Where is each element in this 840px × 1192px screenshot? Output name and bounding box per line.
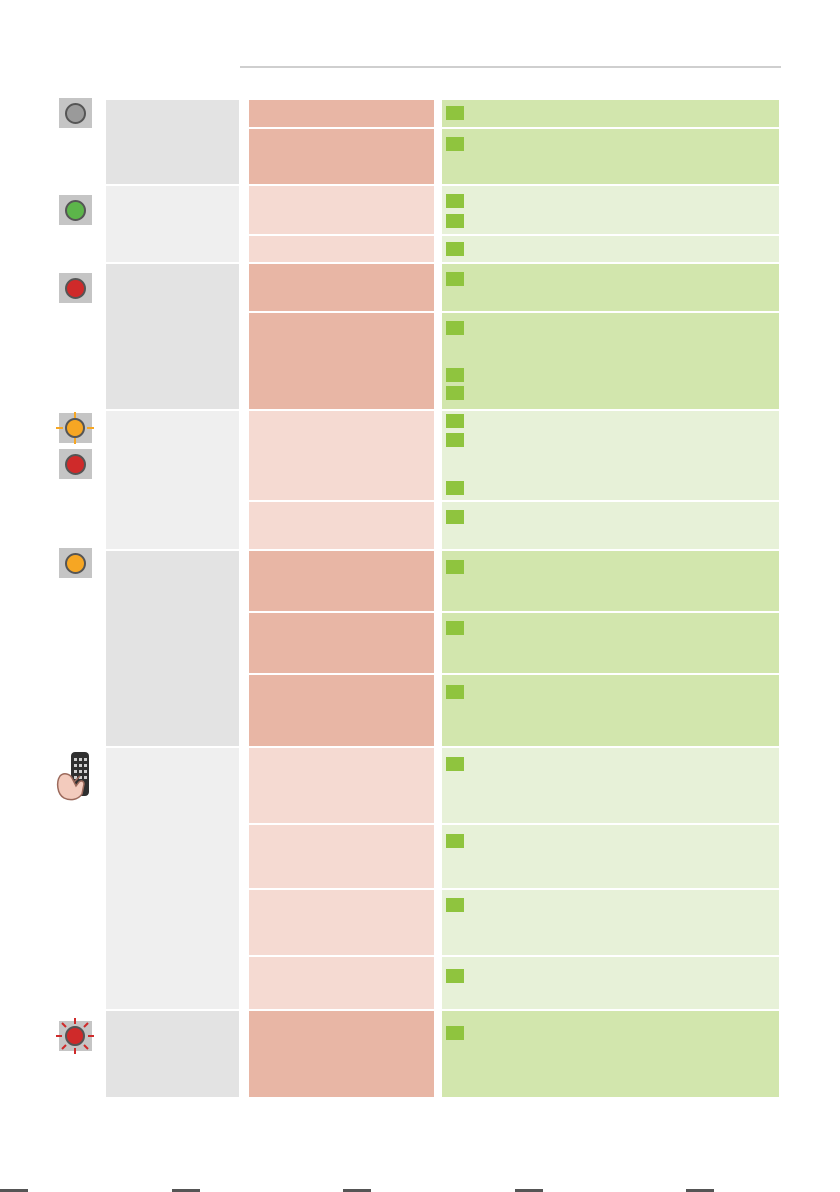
group-cell-3 [106, 264, 239, 409]
led-grey-icon [59, 98, 92, 128]
remedy-cell [442, 748, 779, 823]
remedy-cell [442, 264, 779, 311]
check-square-icon [446, 560, 464, 574]
check-square-icon [446, 272, 464, 286]
check-square-icon [446, 481, 464, 495]
led-red-icon [59, 449, 92, 479]
remedy-cell [442, 890, 779, 955]
cause-cell [249, 613, 434, 673]
cause-cell [249, 551, 434, 611]
cause-cell [249, 313, 434, 409]
cause-cell [249, 825, 434, 888]
remedy-cell [442, 613, 779, 673]
check-square-icon [446, 757, 464, 771]
check-square-icon [446, 214, 464, 228]
remedy-cell [442, 551, 779, 611]
group-cell-1 [106, 100, 239, 184]
check-square-icon [446, 106, 464, 120]
remedy-cell [442, 186, 779, 234]
check-square-icon [446, 368, 464, 382]
crop-mark [172, 1189, 200, 1192]
group-cell-7 [106, 1011, 239, 1097]
check-square-icon [446, 510, 464, 524]
cause-cell [249, 502, 434, 549]
led-orange-blinking-icon [56, 412, 94, 444]
check-square-icon [446, 242, 464, 256]
cause-cell [249, 129, 434, 184]
cause-cell [249, 186, 434, 234]
remedy-cell [442, 236, 779, 262]
led-red-blinking-icon [56, 1018, 94, 1054]
check-square-icon [446, 137, 464, 151]
check-square-icon [446, 321, 464, 335]
cause-cell [249, 675, 434, 746]
cause-cell [249, 1011, 434, 1097]
remote-control-hand-icon [56, 752, 89, 801]
group-cell-2 [106, 186, 239, 262]
cause-cell [249, 890, 434, 955]
remedy-cell [442, 100, 779, 127]
group-cell-6 [106, 748, 239, 1009]
check-square-icon [446, 1026, 464, 1040]
crop-mark [686, 1189, 714, 1192]
crop-mark [515, 1189, 543, 1192]
cause-cell [249, 100, 434, 127]
cause-cell [249, 411, 434, 500]
cause-cell [249, 748, 434, 823]
remedy-cell [442, 825, 779, 888]
remedy-cell [442, 411, 779, 500]
group-cell-5 [106, 551, 239, 746]
crop-mark [0, 1189, 28, 1192]
cause-cell [249, 264, 434, 311]
remedy-cell [442, 957, 779, 1009]
check-square-icon [446, 194, 464, 208]
remedy-cell [442, 1011, 779, 1097]
group-cell-4 [106, 411, 239, 549]
crop-mark [343, 1189, 371, 1192]
cause-cell [249, 957, 434, 1009]
check-square-icon [446, 685, 464, 699]
remedy-cell [442, 675, 779, 746]
remedy-cell [442, 502, 779, 549]
check-square-icon [446, 834, 464, 848]
led-orange-icon [59, 548, 92, 578]
led-red-icon [59, 273, 92, 303]
cause-cell [249, 236, 434, 262]
check-square-icon [446, 386, 464, 400]
check-square-icon [446, 433, 464, 447]
check-square-icon [446, 621, 464, 635]
check-square-icon [446, 414, 464, 428]
remedy-cell [442, 313, 779, 409]
header-rule [240, 66, 781, 68]
remedy-cell [442, 129, 779, 184]
check-square-icon [446, 969, 464, 983]
check-square-icon [446, 898, 464, 912]
led-green-icon [59, 195, 92, 225]
